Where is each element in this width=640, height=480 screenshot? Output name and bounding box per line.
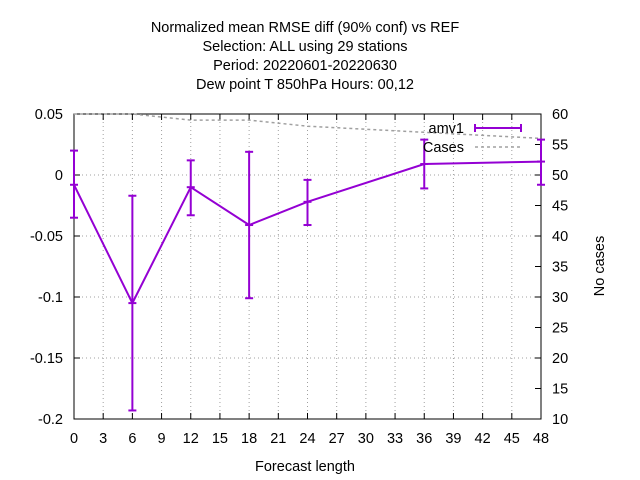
y2-tick-label-6: 30: [552, 290, 568, 306]
x-tick-label-9: 27: [329, 431, 345, 447]
x-tick-label-10: 30: [358, 431, 374, 447]
y2-tick-label-1: 55: [552, 138, 568, 154]
y-tick-label-1: 0: [55, 168, 63, 184]
series-line-cases: [74, 113, 542, 140]
y2-tick-label-7: 25: [552, 321, 568, 337]
x-tick-labels: 0 3 6 9 12 15 18 21 24 27 30 33 36 39 42 45 48: [70, 431, 549, 447]
x-axis-label: Forecast length: [255, 459, 355, 475]
title-line-2: Selection: ALL using 29 stations: [202, 39, 407, 55]
y-tick-label-5: -0.2: [38, 412, 63, 428]
y-tick-label-2: -0.05: [30, 229, 63, 245]
x-tick-label-8: 24: [299, 431, 315, 447]
x-tick-label-7: 21: [270, 431, 286, 447]
x-tick-label-5: 15: [212, 431, 228, 447]
y2-axis-label: No cases: [592, 236, 608, 296]
axis-ticks: [73, 113, 542, 420]
y2-tick-label-8: 20: [552, 351, 568, 367]
y-tick-label-3: -0.1: [38, 290, 63, 306]
title-line-1: Normalized mean RMSE diff (90% conf) vs …: [151, 20, 460, 36]
x-tick-label-2: 6: [128, 431, 136, 447]
x-tick-label-3: 9: [158, 431, 166, 447]
y2-tick-labels: 60 55 50 45 40 35 30 25 20 15 10: [552, 107, 568, 428]
legend: amv1 Cases: [423, 121, 522, 156]
x-tick-label-6: 18: [241, 431, 257, 447]
title-line-3: Period: 20220601-20220630: [213, 58, 397, 74]
y2-tick-label-2: 50: [552, 168, 568, 184]
x-tick-label-0: 0: [70, 431, 78, 447]
series: [70, 113, 545, 412]
legend-label-cases: Cases: [423, 140, 464, 156]
y2-tick-label-3: 45: [552, 199, 568, 215]
x-tick-label-12: 36: [416, 431, 432, 447]
y-tick-label-4: -0.15: [30, 351, 63, 367]
x-tick-label-1: 3: [99, 431, 107, 447]
y2-tick-label-0: 60: [552, 107, 568, 123]
legend-label-amv1: amv1: [429, 121, 464, 137]
grid: [74, 114, 541, 419]
x-tick-label-14: 42: [475, 431, 491, 447]
y2-tick-label-5: 35: [552, 260, 568, 276]
x-tick-label-15: 45: [504, 431, 520, 447]
x-tick-label-16: 48: [533, 431, 549, 447]
x-tick-label-4: 12: [183, 431, 199, 447]
x-tick-label-13: 39: [445, 431, 461, 447]
y2-tick-label-4: 40: [552, 229, 568, 245]
chart-title: Normalized mean RMSE diff (90% conf) vs …: [151, 20, 460, 93]
y2-tick-label-9: 15: [552, 382, 568, 398]
y-tick-label-0: 0.05: [35, 107, 63, 123]
title-line-4: Dew point T 850hPa Hours: 00,12: [196, 77, 414, 93]
x-tick-label-11: 33: [387, 431, 403, 447]
y2-tick-label-10: 10: [552, 412, 568, 428]
y-tick-labels: 0.05 0 -0.05 -0.1 -0.15 -0.2: [30, 107, 63, 428]
